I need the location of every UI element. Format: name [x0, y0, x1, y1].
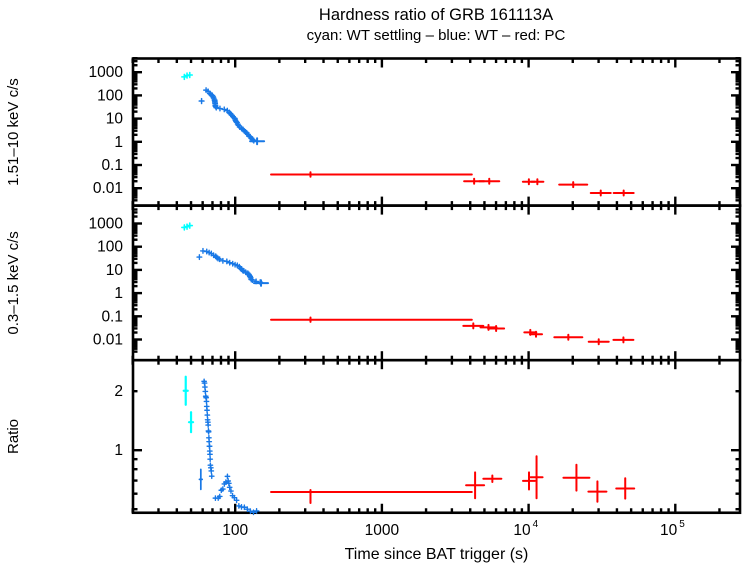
svg-text:1: 1	[114, 442, 123, 459]
svg-text:10: 10	[106, 111, 124, 128]
svg-text:0.1: 0.1	[101, 157, 123, 174]
svg-text:10: 10	[660, 522, 678, 539]
svg-text:0.01: 0.01	[93, 332, 123, 349]
svg-text:Hardness ratio of GRB 161113A: Hardness ratio of GRB 161113A	[319, 6, 553, 24]
svg-text:2: 2	[114, 383, 123, 400]
svg-text:cyan: WT settling – blue: WT –: cyan: WT settling – blue: WT – red: PC	[307, 27, 566, 44]
svg-text:4: 4	[533, 519, 539, 530]
svg-text:100: 100	[222, 522, 248, 539]
svg-text:10: 10	[513, 522, 531, 539]
svg-text:0.3–1.5 keV c/s: 0.3–1.5 keV c/s	[5, 231, 22, 334]
svg-text:100: 100	[97, 87, 123, 104]
svg-text:Time since BAT trigger (s): Time since BAT trigger (s)	[345, 546, 529, 563]
svg-text:10: 10	[106, 262, 124, 279]
svg-text:0.1: 0.1	[101, 308, 123, 325]
svg-text:1: 1	[114, 285, 123, 302]
svg-text:1: 1	[114, 134, 123, 151]
svg-text:1000: 1000	[89, 216, 124, 233]
svg-text:1000: 1000	[365, 522, 400, 539]
svg-text:5: 5	[679, 519, 685, 530]
svg-text:Ratio: Ratio	[5, 419, 22, 454]
svg-text:0.01: 0.01	[93, 180, 123, 197]
svg-text:100: 100	[97, 239, 123, 256]
svg-text:1000: 1000	[89, 64, 124, 81]
svg-text:1.51–10 keV c/s: 1.51–10 keV c/s	[5, 78, 22, 186]
